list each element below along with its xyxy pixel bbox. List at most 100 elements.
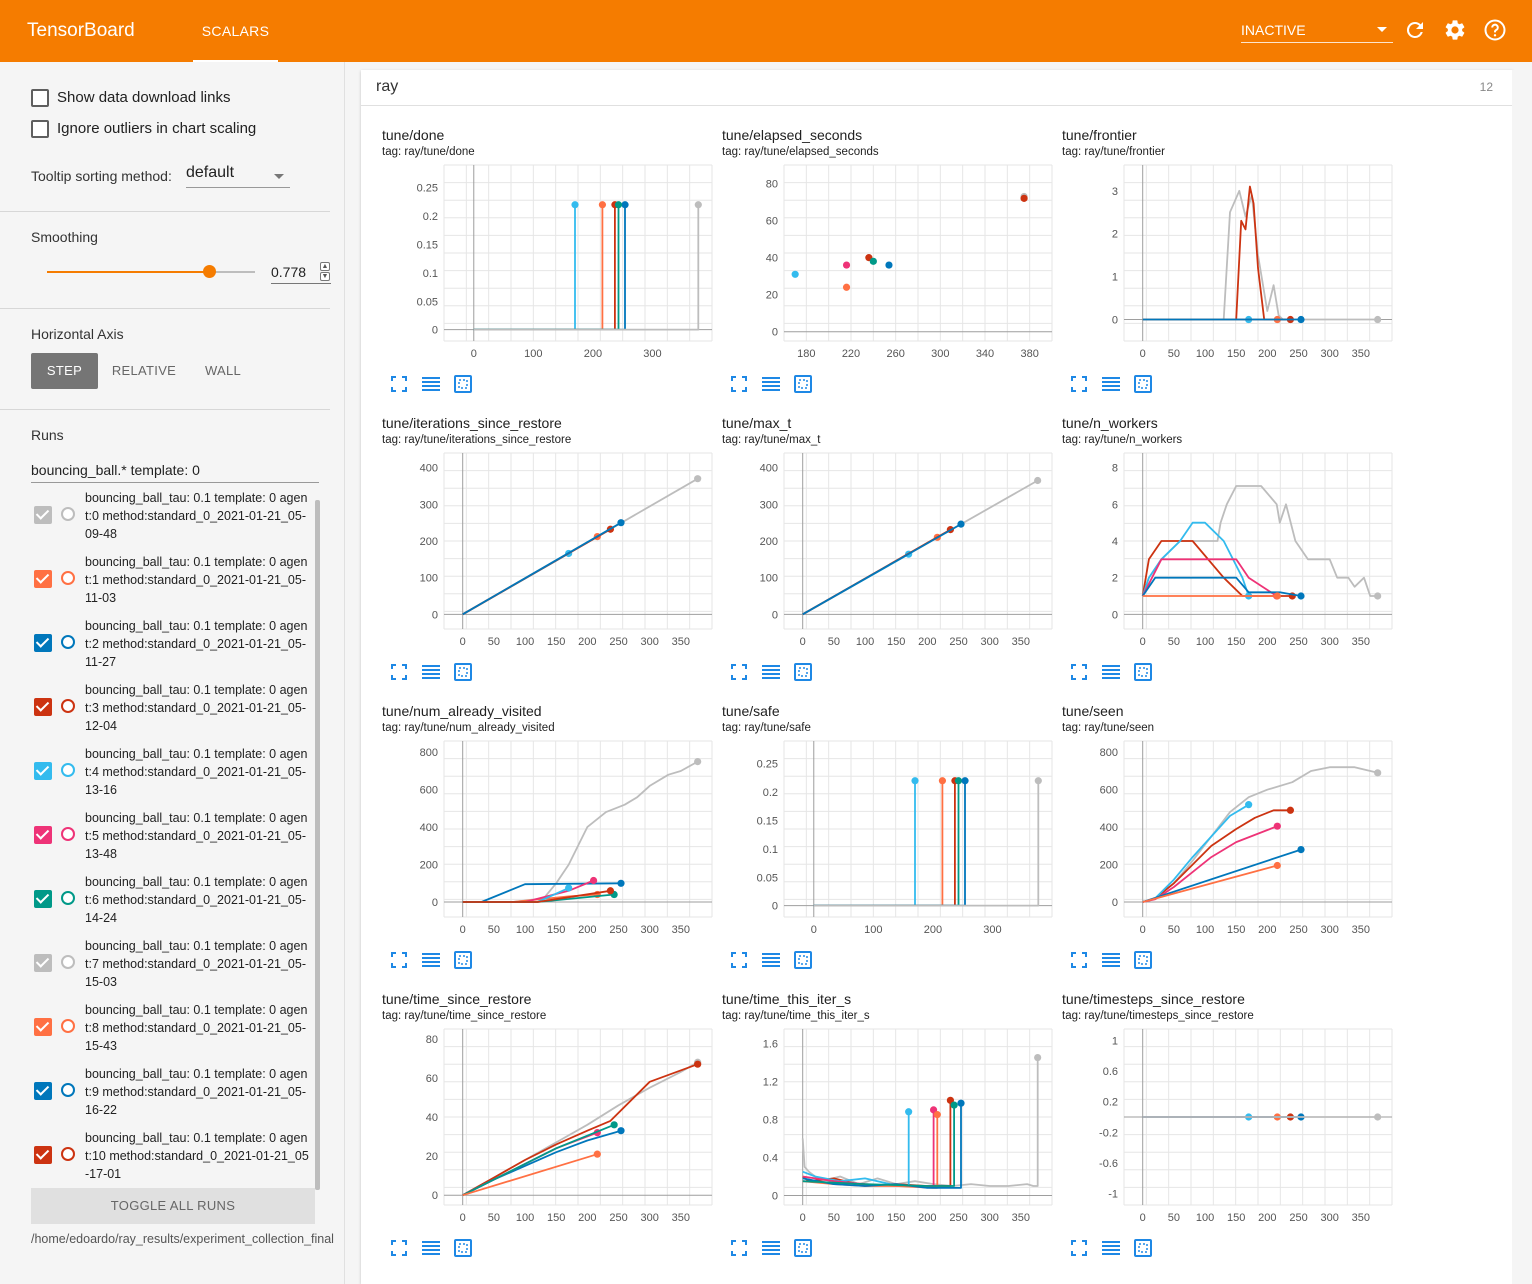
refresh-icon[interactable]: [1403, 18, 1427, 42]
axis-step-button[interactable]: STEP: [31, 353, 98, 389]
show-download-links-checkbox[interactable]: Show data download links: [31, 88, 230, 108]
chart-plot[interactable]: 0 50 100 150 200 250 300 350 0 100 200 300 400: [382, 449, 717, 655]
fit-data-icon[interactable]: [794, 663, 812, 681]
run-checkbox[interactable]: [34, 1082, 52, 1100]
chart-plot[interactable]: 0 50 100 150 200 250 300 350 0 200 400 600 800: [1062, 737, 1397, 943]
run-item[interactable]: bouncing_ball_tau: 0.1 template: 0 agent…: [31, 1000, 321, 1064]
smoothing-input[interactable]: 0.778 ▲ ▼: [271, 262, 331, 284]
fit-data-icon[interactable]: [454, 375, 472, 393]
run-item[interactable]: bouncing_ball_tau: 0.1 template: 0 agent…: [31, 1064, 321, 1128]
run-checkbox[interactable]: [34, 634, 52, 652]
run-color-swatch[interactable]: [61, 763, 75, 777]
fit-domain-icon[interactable]: [1070, 951, 1088, 969]
run-color-swatch[interactable]: [61, 827, 75, 841]
toggle-log-icon[interactable]: [1102, 1239, 1120, 1257]
slider-thumb[interactable]: [202, 265, 216, 278]
run-checkbox[interactable]: [34, 762, 52, 780]
checkbox-box[interactable]: [31, 89, 49, 108]
chart-plot[interactable]: 0 50 100 150 200 250 300 350 -1 -0.6 -0.2 0.2 0.6 1: [1062, 1025, 1397, 1231]
chart-plot[interactable]: 0 50 100 150 200 250 300 350 0 0.4 0.8 1.2 1.6: [722, 1025, 1057, 1231]
run-color-swatch[interactable]: [61, 571, 75, 585]
run-item[interactable]: bouncing_ball_tau: 0.1 template: 0 agent…: [31, 744, 321, 808]
fit-domain-icon[interactable]: [1070, 1239, 1088, 1257]
toggle-log-icon[interactable]: [762, 375, 780, 393]
toggle-log-icon[interactable]: [422, 951, 440, 969]
plugin-select[interactable]: INACTIVE: [1241, 18, 1393, 43]
run-item[interactable]: bouncing_ball_tau: 0.1 template: 0 agent…: [31, 552, 321, 616]
toggle-log-icon[interactable]: [762, 951, 780, 969]
fit-data-icon[interactable]: [794, 375, 812, 393]
fit-data-icon[interactable]: [1134, 951, 1152, 969]
fit-domain-icon[interactable]: [730, 951, 748, 969]
chart-plot[interactable]: 180 220 260 300 340 380 0 20 40 60 80: [722, 161, 1057, 367]
run-color-swatch[interactable]: [61, 891, 75, 905]
fit-domain-icon[interactable]: [390, 663, 408, 681]
run-color-swatch[interactable]: [61, 1019, 75, 1033]
toggle-log-icon[interactable]: [762, 1239, 780, 1257]
chart-plot[interactable]: 0 50 100 150 200 250 300 350 0 20 40 60 80: [382, 1025, 717, 1231]
runs-filter-input[interactable]: bouncing_ball.* template: 0: [31, 459, 319, 483]
run-item[interactable]: bouncing_ball_tau: 0.1 template: 0 agent…: [31, 616, 321, 680]
fit-data-icon[interactable]: [794, 951, 812, 969]
toggle-log-icon[interactable]: [422, 663, 440, 681]
toggle-log-icon[interactable]: [1102, 375, 1120, 393]
run-color-swatch[interactable]: [61, 1147, 75, 1161]
fit-data-icon[interactable]: [1134, 1239, 1152, 1257]
toggle-log-icon[interactable]: [422, 375, 440, 393]
run-checkbox[interactable]: [34, 826, 52, 844]
toggle-log-icon[interactable]: [762, 663, 780, 681]
fit-domain-icon[interactable]: [1070, 375, 1088, 393]
category-header[interactable]: ray 12: [361, 70, 1513, 106]
fit-data-icon[interactable]: [454, 663, 472, 681]
ignore-outliers-checkbox[interactable]: Ignore outliers in chart scaling: [31, 119, 256, 139]
chart-plot[interactable]: 0 50 100 150 200 250 300 350 0 100 200 300 400: [722, 449, 1057, 655]
axis-wall-button[interactable]: WALL: [204, 363, 242, 378]
tab-scalars[interactable]: SCALARS: [193, 0, 278, 62]
run-checkbox[interactable]: [34, 570, 52, 588]
fit-data-icon[interactable]: [794, 1239, 812, 1257]
help-icon[interactable]: [1483, 18, 1507, 42]
fit-domain-icon[interactable]: [730, 1239, 748, 1257]
run-item[interactable]: bouncing_ball_tau: 0.1 template: 0 agent…: [31, 936, 321, 1000]
smoothing-slider[interactable]: [47, 265, 255, 278]
run-item[interactable]: bouncing_ball_tau: 0.1 template: 0 agent…: [31, 1128, 321, 1188]
run-checkbox[interactable]: [34, 1146, 52, 1164]
runs-scrollbar[interactable]: [315, 500, 320, 1190]
run-checkbox[interactable]: [34, 506, 52, 524]
run-item[interactable]: bouncing_ball_tau: 0.1 template: 0 agent…: [31, 680, 321, 744]
toggle-log-icon[interactable]: [422, 1239, 440, 1257]
toggle-all-runs-button[interactable]: TOGGLE ALL RUNS: [31, 1188, 315, 1224]
fit-domain-icon[interactable]: [390, 375, 408, 393]
fit-data-icon[interactable]: [454, 951, 472, 969]
run-checkbox[interactable]: [34, 698, 52, 716]
run-color-swatch[interactable]: [61, 635, 75, 649]
settings-icon[interactable]: [1443, 18, 1467, 42]
run-item[interactable]: bouncing_ball_tau: 0.1 template: 0 agent…: [31, 808, 321, 872]
run-checkbox[interactable]: [34, 1018, 52, 1036]
run-color-swatch[interactable]: [61, 507, 75, 521]
run-item[interactable]: bouncing_ball_tau: 0.1 template: 0 agent…: [31, 872, 321, 936]
checkbox-box[interactable]: [31, 120, 49, 139]
fit-data-icon[interactable]: [1134, 375, 1152, 393]
fit-domain-icon[interactable]: [390, 1239, 408, 1257]
main-scrollbar[interactable]: [1512, 70, 1520, 1284]
run-checkbox[interactable]: [34, 890, 52, 908]
spin-up-icon[interactable]: ▲: [320, 262, 330, 271]
fit-domain-icon[interactable]: [390, 951, 408, 969]
run-checkbox[interactable]: [34, 954, 52, 972]
chart-plot[interactable]: 0 50 100 150 200 250 300 350 0 2 4 6 8: [1062, 449, 1397, 655]
chart-plot[interactable]: 0 100 200 300 0 0.05 0.1 0.15 0.2 0.25: [382, 161, 717, 367]
fit-data-icon[interactable]: [454, 1239, 472, 1257]
run-item[interactable]: bouncing_ball_tau: 0.1 template: 0 agent…: [31, 488, 321, 552]
chart-plot[interactable]: 0 50 100 150 200 250 300 350 0 1 2 3: [1062, 161, 1397, 367]
toggle-log-icon[interactable]: [1102, 951, 1120, 969]
spin-down-icon[interactable]: ▼: [320, 272, 330, 281]
chart-plot[interactable]: 0 50 100 150 200 250 300 350 0 200 400 600 800: [382, 737, 717, 943]
run-color-swatch[interactable]: [61, 699, 75, 713]
tooltip-sorting-select[interactable]: default: [186, 164, 290, 188]
fit-domain-icon[interactable]: [1070, 663, 1088, 681]
fit-domain-icon[interactable]: [730, 375, 748, 393]
toggle-log-icon[interactable]: [1102, 663, 1120, 681]
chart-plot[interactable]: 0 100 200 300 0 0.05 0.1 0.15 0.2 0.25: [722, 737, 1057, 943]
run-color-swatch[interactable]: [61, 1083, 75, 1097]
